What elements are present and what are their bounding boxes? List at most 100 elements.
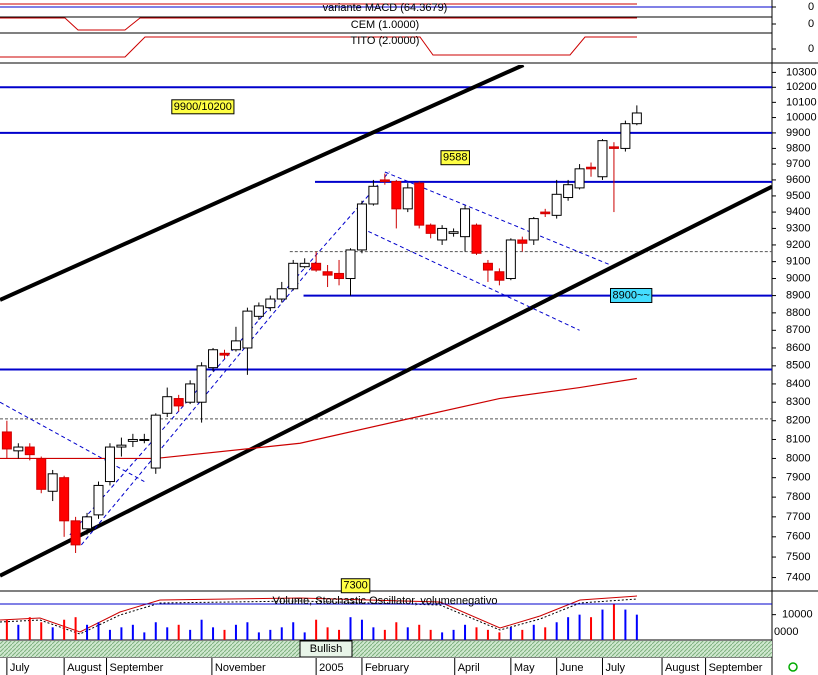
status-indicator [788,662,798,672]
candle-body [414,182,425,226]
candle-body [162,396,173,414]
volume-title: Volume, Stochastic Oscillator, volumeneg… [272,595,497,607]
candle-body [402,187,413,210]
y-tick-label: 8900 [786,289,810,301]
stochastic-line [0,595,638,633]
y-tick-label: 8700 [786,324,810,336]
candle-body [517,239,528,244]
y-tick-label: 8100 [786,433,810,445]
trendline [361,227,580,331]
candle-body [230,340,241,351]
x-tick-label: August [67,662,101,674]
sentiment-strip [0,641,772,657]
y-tick-label: 10300 [786,66,817,78]
candle-body [242,310,253,349]
y-tick-label: 9700 [786,158,810,170]
x-tick-label: May [514,662,535,674]
y-tick-label: 7600 [786,531,810,543]
candle-body [528,218,539,241]
y-tick-label: 8800 [786,307,810,319]
trendline [69,171,390,536]
annotation-label: 9588 [443,152,467,164]
candle-body [620,123,631,149]
plot-area [0,65,772,578]
y-tick-label: 9100 [786,256,810,268]
candle-body [505,239,516,280]
indicator-title: TITO (2.0000) [351,35,420,47]
y-tick-label: 9400 [786,206,810,218]
y-tick-label: 9000 [786,272,810,284]
candle-body [563,184,574,199]
y-tick-label: 10200 [786,81,817,93]
candle-body [631,112,642,125]
y-tick-label: 7900 [786,472,810,484]
y-tick-label: 9800 [786,142,810,154]
candle-body [608,146,619,149]
indicator-title: variante MACD (64.3679) [323,2,448,14]
candle-body [219,352,230,356]
x-tick-label: August [665,662,699,674]
y-tick-label: 9200 [786,239,810,251]
y-tick-label: 7800 [786,491,810,503]
y-tick-label: 9500 [786,190,810,202]
x-tick-label: June [560,662,584,674]
candle-body [368,185,379,205]
sentiment-box [299,640,353,658]
x-tick-label: February [365,662,410,674]
annotation-box [340,578,371,594]
candle-body [425,224,436,234]
candle-body [1,431,12,450]
candle-body [597,140,608,178]
x-tick-label: September [110,662,164,674]
candle-body [36,457,47,490]
y-tick-label: 8300 [786,396,810,408]
y-tick-label: 8000 [786,452,810,464]
y-tick-label: 9600 [786,174,810,186]
candle-body [334,272,345,280]
annotation-label: 9900/10200 [174,101,232,113]
candle-body [253,305,264,317]
annotation-label: 7300 [343,580,367,592]
x-tick-label: September [709,662,763,674]
y-tick-label: 8400 [786,378,810,390]
indicator-tick-label: 0 [808,43,814,55]
candle-body [70,520,81,546]
stochastic-signal [0,598,638,635]
candle-body [93,484,104,516]
y-tick-label: 10100 [786,96,817,108]
indicator-tick-label: 0 [808,1,814,13]
candle-body [139,438,150,441]
candle-body [482,262,493,271]
y-tick-label: 9900 [786,127,810,139]
candle-body [24,446,35,456]
candle-body [185,383,196,403]
annotation-box [609,287,653,303]
y-tick-label: 8600 [786,342,810,354]
trendline [0,401,145,482]
y-tick-label: 8200 [786,415,810,427]
candle-body [322,271,333,276]
candle-body [82,516,93,530]
candle-body [173,398,184,407]
tito-line [0,36,637,58]
trendline [0,65,525,302]
candle-body [299,262,310,268]
candle-body [47,473,58,492]
annotation-box [171,99,235,115]
cem-line [0,17,637,31]
candle-body [540,211,551,215]
trendline [80,261,317,546]
x-tick-label: April [458,662,480,674]
candle-body [311,262,322,271]
candle-body [127,438,138,442]
candle-body [471,224,482,254]
annotation-box [440,150,470,166]
y-tick-label: 7700 [786,511,810,523]
trendline [384,171,611,266]
candle-body [345,249,356,280]
candle-body [494,271,505,281]
sentiment-label: Bullish [310,643,342,655]
candle-body [150,414,161,469]
y-tick-label: 7400 [786,571,810,583]
candle-body [116,444,127,448]
